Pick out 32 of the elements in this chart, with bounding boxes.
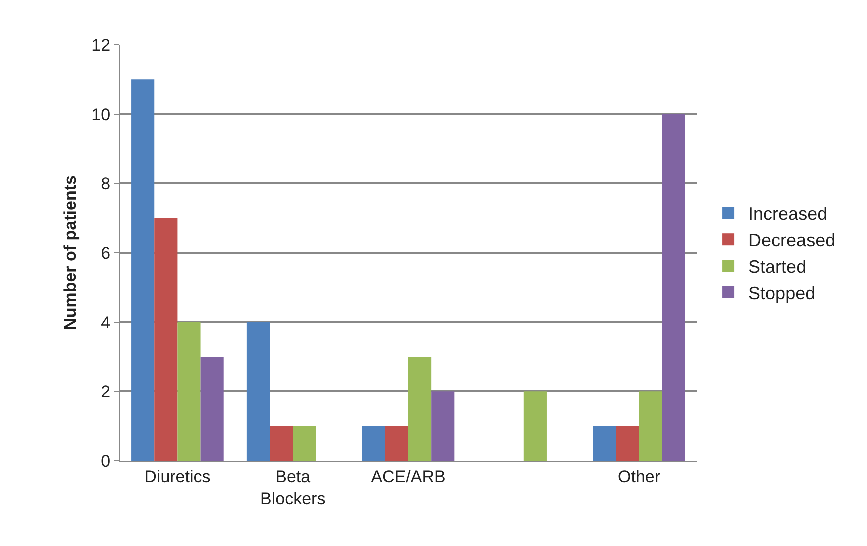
legend-label: Stopped <box>748 283 816 304</box>
y-tick-label: 12 <box>92 36 111 55</box>
bar <box>362 426 386 461</box>
bar <box>593 426 616 461</box>
bar <box>408 357 432 461</box>
x-tick-label: Diuretics <box>144 467 211 486</box>
bar <box>385 426 408 461</box>
bar <box>132 80 155 461</box>
bar <box>432 392 455 461</box>
bar <box>616 426 640 461</box>
legend-label: Decreased <box>748 230 836 251</box>
bar <box>270 426 294 461</box>
bar <box>200 357 224 461</box>
x-tick-label: Beta Blockers <box>260 467 326 508</box>
y-tick-label: 0 <box>101 452 111 471</box>
bar <box>639 392 662 461</box>
x-tick-label: ACE/ARB <box>371 467 446 486</box>
legend-label: Started <box>748 257 807 278</box>
bar <box>524 392 547 461</box>
bar <box>246 322 270 461</box>
bar <box>662 114 686 461</box>
y-tick-label: 10 <box>92 105 111 124</box>
y-axis-title: Number of patients <box>61 176 80 330</box>
y-tick-label: 2 <box>101 382 111 402</box>
legend-label: Increased <box>748 204 828 224</box>
bar <box>178 322 201 461</box>
y-tick-label: 4 <box>101 313 111 332</box>
bar <box>154 218 178 461</box>
y-tick-label: 6 <box>101 244 111 263</box>
bar <box>293 426 316 461</box>
x-tick-label: Other <box>618 467 661 486</box>
y-tick-label: 8 <box>101 174 111 194</box>
